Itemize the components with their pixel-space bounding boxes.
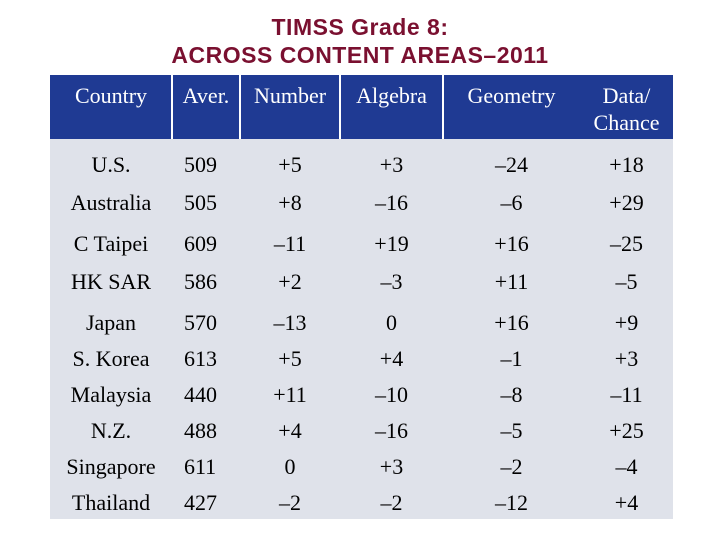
table-row: Thailand 427 –2 –2 –12 +4 xyxy=(50,485,673,519)
cell-algebra: 0 xyxy=(386,310,397,335)
cell-number: +5 xyxy=(278,152,302,177)
cell-data-chance: +9 xyxy=(614,310,639,335)
slide-title-line1: TIMSS Grade 8: xyxy=(271,14,449,40)
cell-number: +5 xyxy=(278,346,302,371)
cell-data-chance: –25 xyxy=(610,231,643,256)
cell-country: Japan xyxy=(85,310,137,335)
cell-country: HK SAR xyxy=(70,269,152,294)
cell-number: 0 xyxy=(284,454,296,479)
cell-geometry: –12 xyxy=(495,490,528,515)
cell-number: –13 xyxy=(273,310,307,335)
cell-geometry: –8 xyxy=(500,382,523,407)
cell-algebra: –3 xyxy=(380,269,403,294)
cell-algebra: +3 xyxy=(379,454,404,479)
cell-average: 586 xyxy=(184,269,217,294)
cell-data-chance: +18 xyxy=(609,152,644,177)
content-areas-table: Country Aver. Number Algebra Geometry Data/ C… xyxy=(50,75,673,519)
cell-geometry: –5 xyxy=(500,418,523,443)
cell-algebra: +19 xyxy=(374,231,409,256)
header-divider xyxy=(171,75,173,139)
cell-average: 570 xyxy=(184,310,217,335)
header-geometry: Geometry xyxy=(467,83,556,108)
cell-geometry: –6 xyxy=(500,190,523,215)
cell-data-chance: +4 xyxy=(614,490,639,515)
cell-geometry: +16 xyxy=(494,231,529,256)
cell-data-chance: –11 xyxy=(610,382,643,407)
cell-geometry: –24 xyxy=(495,152,528,177)
cell-country: Malaysia xyxy=(70,382,152,407)
cell-average: 488 xyxy=(184,418,217,443)
header-average: Aver. xyxy=(182,83,230,108)
cell-algebra: –16 xyxy=(375,418,408,443)
header-divider xyxy=(239,75,241,139)
cell-data-chance: +3 xyxy=(614,346,639,371)
cell-country: C Taipei xyxy=(73,231,149,256)
cell-average: 505 xyxy=(184,190,217,215)
cell-data-chance: +29 xyxy=(609,190,644,215)
table-row: Japan 570 –13 0 +16 +9 xyxy=(50,305,673,341)
table-row: N.Z. 488 +4 –16 –5 +25 xyxy=(50,413,673,449)
cell-country: Thailand xyxy=(71,490,151,515)
cell-algebra: –10 xyxy=(375,382,408,407)
cell-country: Australia xyxy=(70,190,152,215)
cell-algebra: –2 xyxy=(380,490,403,515)
header-data-chance: Data/ Chance xyxy=(593,83,660,135)
slide-title-line2: ACROSS CONTENT AREAS–2011 xyxy=(171,42,549,68)
cell-number: +4 xyxy=(278,418,302,443)
cell-average: 427 xyxy=(184,490,217,515)
cell-average: 509 xyxy=(184,152,217,177)
cell-data-chance: –4 xyxy=(615,454,638,479)
cell-geometry: +16 xyxy=(494,310,529,335)
cell-geometry: –1 xyxy=(500,346,523,371)
table-row: C Taipei 609 –11 +19 +16 –25 xyxy=(50,226,673,262)
table-row: HK SAR 586 +2 –3 +11 –5 xyxy=(50,264,673,300)
header-divider xyxy=(339,75,341,139)
table-header: Country Aver. Number Algebra Geometry Data/ C… xyxy=(50,75,673,139)
header-divider xyxy=(442,75,444,139)
cell-number: –2 xyxy=(279,490,301,515)
cell-algebra: –16 xyxy=(375,190,408,215)
cell-country: S. Korea xyxy=(72,346,150,371)
header-algebra: Algebra xyxy=(356,83,427,108)
cell-average: 440 xyxy=(184,382,217,407)
cell-number: –11 xyxy=(273,231,307,256)
cell-algebra: +3 xyxy=(379,152,404,177)
table-row: Singapore 611 0 +3 –2 –4 xyxy=(50,449,673,485)
header-number: Number xyxy=(253,83,327,108)
cell-data-chance: –5 xyxy=(615,269,638,294)
header-country: Country xyxy=(74,83,148,108)
cell-average: 613 xyxy=(184,346,217,371)
cell-algebra: +4 xyxy=(379,346,404,371)
cell-average: 609 xyxy=(184,231,217,256)
cell-geometry: +11 xyxy=(494,269,529,294)
cell-average: 611 xyxy=(184,454,217,479)
table-row: Australia 505 +8 –16 –6 +29 xyxy=(50,185,673,221)
cell-country: Singapore xyxy=(66,454,156,479)
cell-country: U.S. xyxy=(91,152,131,177)
cell-data-chance: +25 xyxy=(609,418,644,443)
cell-geometry: –2 xyxy=(500,454,523,479)
table-row: U.S. 509 +5 +3 –24 +18 xyxy=(50,147,673,183)
cell-number: +8 xyxy=(278,190,302,215)
cell-country: N.Z. xyxy=(90,418,132,443)
table-row: S. Korea 613 +5 +4 –1 +3 xyxy=(50,341,673,377)
cell-number: +2 xyxy=(278,269,302,294)
cell-number: +11 xyxy=(273,382,307,407)
table-row: Malaysia 440 +11 –10 –8 –11 xyxy=(50,377,673,413)
